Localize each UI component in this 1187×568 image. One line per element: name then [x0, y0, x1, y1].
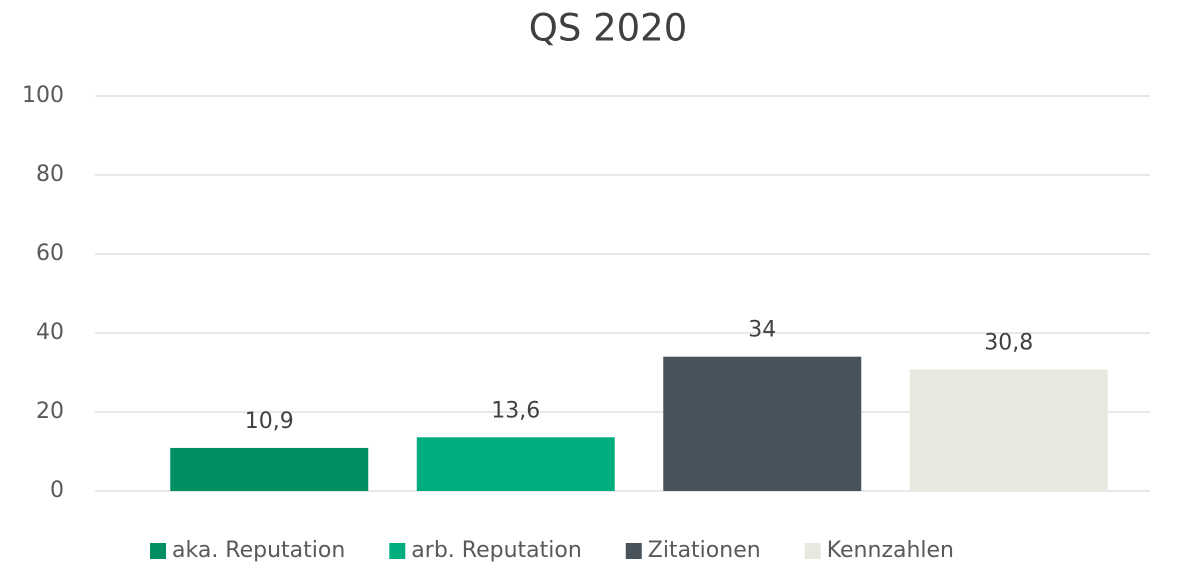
y-tick-label: 40: [36, 320, 64, 345]
y-tick-label: 20: [36, 399, 64, 424]
legend-label: arb. Reputation: [411, 538, 581, 563]
legend-label: Kennzahlen: [827, 538, 954, 563]
bar: [909, 369, 1108, 491]
legend-swatch: [150, 543, 166, 559]
y-tick-label: 80: [36, 162, 64, 187]
legend-swatch: [389, 543, 406, 559]
y-tick-label: 100: [22, 83, 64, 108]
y-tick-label: 0: [50, 478, 64, 503]
data-label: 34: [748, 318, 776, 343]
data-label: 30,8: [984, 330, 1033, 355]
data-label: 13,6: [491, 398, 540, 423]
y-tick-label: 60: [36, 241, 64, 266]
bar: [416, 437, 615, 491]
bar: [663, 356, 862, 491]
chart-title: QS 2020: [529, 7, 688, 50]
data-label: 10,9: [245, 409, 294, 434]
bar: [170, 447, 369, 491]
legend-swatch: [625, 543, 642, 559]
legend-swatch: [804, 543, 821, 559]
legend-label: aka. Reputation: [172, 538, 345, 563]
legend-label: Zitationen: [648, 538, 761, 563]
